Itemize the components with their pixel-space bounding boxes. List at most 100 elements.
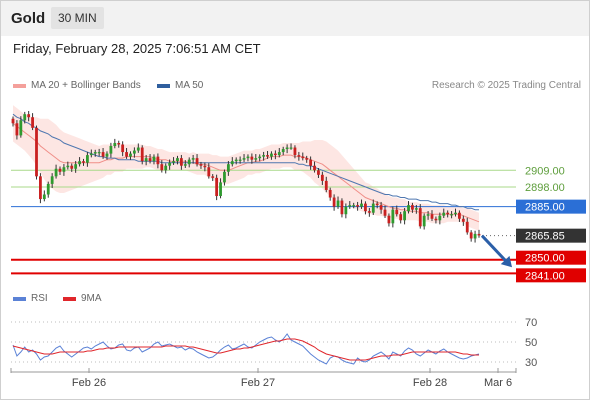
candle-body [113, 142, 117, 147]
candle-61 [250, 153, 254, 164]
candle-body [399, 214, 403, 221]
candle-5 [31, 113, 34, 131]
candle-59 [242, 154, 246, 162]
candle-body [411, 205, 414, 210]
candle-11 [54, 164, 58, 179]
candle-82 [332, 194, 336, 211]
candle-body [140, 147, 144, 162]
candle-body [238, 159, 242, 161]
candle-body [183, 164, 187, 166]
candle-body [234, 159, 238, 162]
candle-15 [70, 163, 74, 172]
candle-40 [168, 159, 172, 170]
candle-45 [187, 157, 191, 168]
candle-body [477, 233, 481, 236]
candle-67 [273, 150, 277, 160]
candle-14 [66, 161, 70, 170]
ma50-legend-label: MA 50 [175, 80, 204, 91]
candle-109 [438, 212, 442, 225]
candle-107 [430, 210, 434, 222]
9ma-swatch [63, 296, 76, 301]
level-label-text: 2885.00 [525, 202, 565, 214]
candle-body [454, 212, 457, 215]
candle-body [152, 156, 156, 162]
candle-body [82, 161, 85, 163]
level-label-bg [516, 228, 586, 243]
candle-41 [172, 157, 175, 165]
candle-18 [82, 158, 85, 166]
candle-0 [11, 116, 15, 127]
candle-body [101, 152, 105, 157]
candles [11, 111, 481, 243]
symbol-title: Gold [11, 10, 46, 27]
candle-body [203, 165, 207, 168]
candle-28 [121, 141, 125, 157]
candle-body [187, 159, 191, 165]
candle-27 [117, 140, 121, 148]
candle-body [246, 156, 250, 159]
candle-body [387, 215, 391, 224]
candle-body [195, 158, 199, 165]
candle-body [461, 218, 465, 222]
candle-91 [367, 208, 371, 217]
candle-25 [109, 142, 113, 158]
candle-body [50, 176, 54, 184]
candle-body [23, 114, 27, 121]
candle-102 [411, 202, 414, 213]
candle-89 [360, 199, 363, 209]
candle-body [407, 205, 410, 212]
level-label-5: 2841.00 [516, 268, 586, 283]
candle-116 [465, 217, 469, 235]
candle-49 [203, 162, 207, 172]
candle-body [465, 221, 469, 233]
candle-body [148, 158, 152, 162]
candle-body [364, 203, 367, 212]
candle-94 [379, 201, 383, 214]
candle-body [277, 152, 281, 156]
candle-body [39, 176, 42, 200]
candle-74 [301, 152, 305, 161]
interval-selector[interactable]: 30 MIN [51, 7, 104, 29]
candle-13 [62, 164, 66, 176]
candle-body [309, 159, 313, 166]
candle-body [313, 165, 316, 171]
ma20-legend-item: MA 20 + Bollinger Bands [13, 80, 141, 91]
rsi-tick-50: 50 [525, 337, 537, 349]
candle-body [367, 211, 371, 213]
candle-body [74, 164, 78, 169]
candle-57 [234, 157, 238, 165]
candle-body [125, 152, 128, 157]
candle-body [226, 164, 230, 172]
candle-110 [442, 208, 446, 219]
candle-body [414, 208, 418, 210]
candle-93 [375, 201, 379, 209]
candle-body [215, 177, 219, 197]
candle-body [191, 158, 195, 160]
candle-96 [387, 213, 391, 227]
candle-body [305, 158, 309, 160]
candle-1 [15, 120, 19, 140]
candle-body [136, 147, 140, 151]
candle-39 [164, 163, 168, 174]
candle-body [258, 156, 262, 159]
candle-118 [473, 230, 477, 243]
candle-83 [336, 196, 340, 209]
candle-body [301, 156, 305, 159]
rsi-swatch [13, 296, 26, 301]
candle-33 [140, 145, 144, 165]
candle-body [11, 118, 15, 124]
candle-16 [74, 161, 78, 173]
candle-58 [238, 156, 242, 164]
candle-36 [152, 154, 156, 165]
ma50-line [12, 113, 479, 211]
candle-106 [426, 211, 430, 220]
candle-53 [219, 178, 222, 199]
forecast-arrow-head [500, 255, 512, 268]
candle-103 [414, 204, 418, 214]
candle-body [438, 215, 442, 221]
candle-84 [340, 198, 344, 218]
candle-body [426, 214, 430, 216]
candle-52 [215, 174, 219, 201]
candle-32 [136, 143, 140, 153]
